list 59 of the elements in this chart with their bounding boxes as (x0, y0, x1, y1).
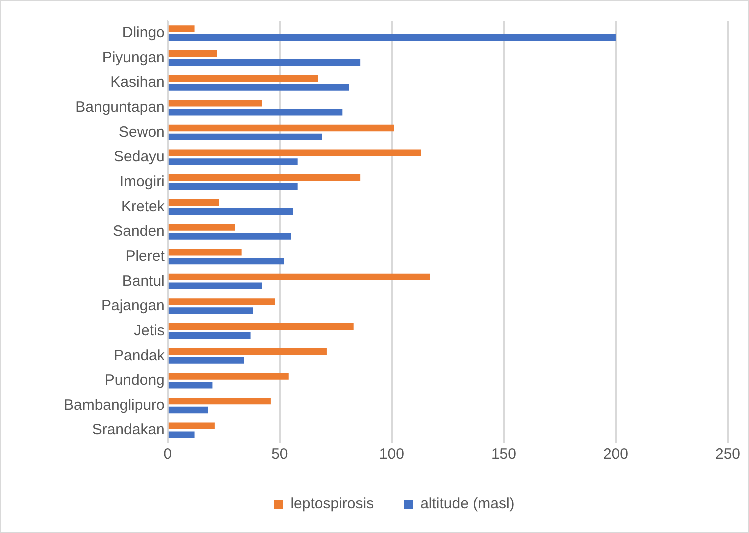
bar (168, 34, 616, 42)
bar (168, 406, 208, 414)
y-tick-label: Pajangan (101, 298, 165, 315)
bar (168, 183, 298, 190)
bar (168, 398, 271, 405)
legend-label: altitude (masl) (420, 496, 515, 513)
bar (168, 332, 251, 340)
bar (168, 348, 327, 355)
bar (168, 158, 298, 166)
y-tick-label: Srandakan (92, 422, 165, 439)
bar (168, 422, 215, 430)
bar (168, 432, 195, 438)
bar (168, 298, 276, 306)
y-tick-label: Imogiri (120, 173, 165, 190)
x-tick-label: 150 (491, 446, 516, 464)
x-tick-label: 250 (715, 446, 741, 464)
bar (168, 308, 254, 314)
legend-label: leptospirosis (290, 496, 374, 513)
bar (168, 59, 361, 66)
bar (168, 274, 430, 281)
bar (168, 109, 343, 116)
bar (168, 174, 361, 182)
bar (168, 382, 213, 389)
bar (168, 75, 318, 82)
bar (168, 150, 422, 156)
y-tick-label: Pundong (104, 372, 165, 390)
bar (168, 249, 242, 256)
y-tick-label: Piyungan (102, 49, 165, 66)
x-tick-label: 100 (379, 446, 404, 464)
bar (168, 373, 289, 380)
y-tick-label: Pandak (114, 347, 166, 364)
y-tick-label: Jetis (134, 322, 165, 340)
bar (168, 208, 294, 215)
bar (168, 100, 262, 107)
bar (168, 258, 284, 265)
bar (168, 26, 195, 32)
y-tick-label: Bantul (122, 272, 165, 290)
y-tick-label: Pleret (126, 248, 166, 265)
y-tick-label: Bambanglipuro (64, 396, 165, 414)
bar (168, 357, 244, 364)
bar (168, 282, 262, 290)
bar (168, 84, 350, 91)
bar (168, 50, 218, 58)
y-tick-label: Kasihan (110, 74, 165, 92)
bar (168, 124, 394, 132)
bar (168, 199, 220, 206)
x-tick-label: 50 (272, 446, 288, 464)
x-tick-label: 200 (603, 446, 628, 464)
x-tick-label: 0 (164, 446, 172, 464)
y-tick-label: Banguntapan (76, 99, 165, 116)
bar (168, 134, 322, 141)
bar (168, 224, 236, 231)
y-tick-label: Sanden (113, 223, 165, 240)
bar (168, 233, 292, 240)
y-tick-label: Sewon (119, 124, 165, 141)
y-tick-label: Sedayu (114, 148, 165, 166)
bar (168, 323, 354, 330)
y-tick-label: Kretek (122, 198, 166, 216)
y-tick-label: Dlingo (122, 24, 165, 42)
